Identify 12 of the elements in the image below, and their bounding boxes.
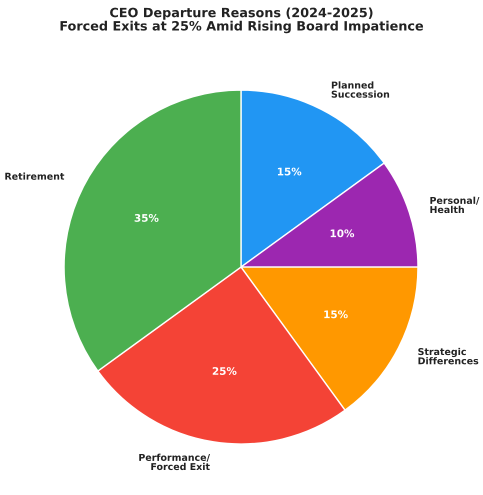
data-label: 10% xyxy=(330,229,354,238)
slice-label: Personal/ Health xyxy=(430,196,480,214)
slice-label: Performance/ Forced Exit xyxy=(139,454,210,470)
slice-label: Planned Succession xyxy=(332,81,390,98)
data-label: 35% xyxy=(134,214,159,222)
data-label: 15% xyxy=(278,168,302,176)
slice-label: Strategic Differences xyxy=(418,348,478,364)
data-label: 25% xyxy=(212,367,237,375)
data-label: 15% xyxy=(324,310,348,318)
slice-label: Retirement xyxy=(5,172,64,180)
chart-title: CEO Departure Reasons (2024-2025) xyxy=(110,7,372,20)
chart-subtitle: Forced Exits at 25% Amid Rising Board Impatience xyxy=(60,20,424,34)
